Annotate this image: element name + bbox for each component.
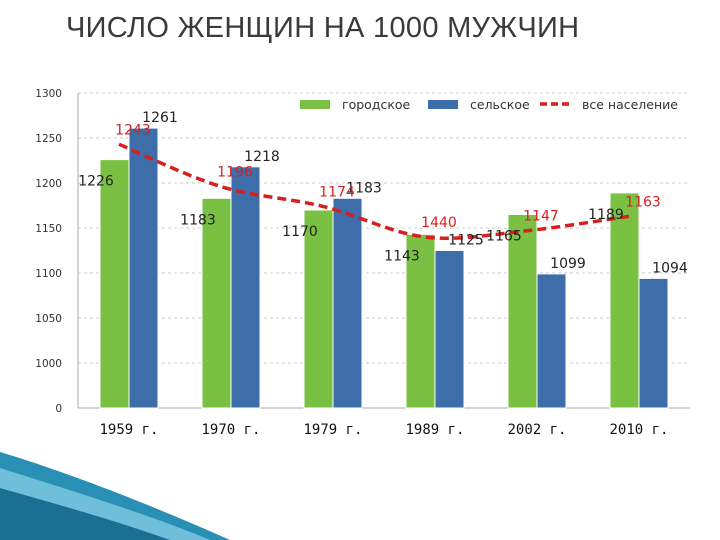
data-label-urban: 1183 xyxy=(180,212,216,228)
data-label-rural: 1183 xyxy=(346,180,382,196)
x-tick-label: 2010 г. xyxy=(609,422,668,438)
grid-lines xyxy=(77,92,690,409)
y-tick-label: 0 xyxy=(55,403,62,415)
legend-swatch xyxy=(428,100,458,109)
data-label-rural: 1218 xyxy=(244,149,280,165)
y-tick-label: 1000 xyxy=(35,358,62,370)
y-tick-label: 1100 xyxy=(35,268,62,280)
bar-urban xyxy=(507,214,538,409)
data-label-urban: 1189 xyxy=(588,207,624,223)
bar-rural xyxy=(128,127,159,409)
bar-rural xyxy=(332,197,363,409)
bars xyxy=(99,127,669,409)
legend-label: все население xyxy=(582,97,678,112)
data-label-total: 1147 xyxy=(523,209,559,225)
x-tick-label: 1979 г. xyxy=(303,422,362,438)
bar-urban xyxy=(201,197,232,409)
corner-decoration xyxy=(0,452,230,540)
legend: городское сельское все население xyxy=(300,97,678,112)
y-tick-label: 1050 xyxy=(35,313,62,325)
y-axis: 0 1000 1050 1100 1150 1200 1250 1300 xyxy=(35,88,62,415)
legend-label: городское xyxy=(342,97,411,112)
line-total xyxy=(118,142,630,240)
x-axis: 1959 г. 1970 г. 1979 г. 1989 г. 2002 г. 2010 … xyxy=(99,422,668,438)
data-label-total: 1196 xyxy=(217,165,253,181)
data-label-rural: 1125 xyxy=(448,233,484,249)
data-label-total: 1163 xyxy=(625,194,661,210)
y-tick-label: 1150 xyxy=(35,223,62,235)
data-label-total: 1174 xyxy=(319,184,355,200)
x-tick-label: 2002 г. xyxy=(507,422,566,438)
y-tick-label: 1200 xyxy=(35,178,62,190)
data-label-urban: 1165 xyxy=(486,229,522,245)
data-labels: 1226 1261 1183 1218 1170 1183 1143 1125 1165 1099… xyxy=(78,110,688,276)
y-tick-label: 1300 xyxy=(35,88,62,100)
legend-label: сельское xyxy=(470,97,530,112)
total-line xyxy=(118,142,630,240)
bar-urban xyxy=(303,209,334,409)
bar-urban xyxy=(405,233,436,409)
data-label-urban: 1170 xyxy=(282,224,318,240)
chart-title: ЧИСЛО ЖЕНЩИН НА 1000 МУЖЧИН xyxy=(66,12,580,44)
data-label-total: 1243 xyxy=(115,122,151,138)
data-label-urban: 1143 xyxy=(384,248,420,264)
data-label-urban: 1226 xyxy=(78,174,114,190)
data-label-rural: 1261 xyxy=(142,110,178,126)
bar-rural xyxy=(230,166,261,409)
bar-urban xyxy=(609,192,640,409)
bar-urban xyxy=(99,159,130,409)
x-tick-label: 1970 г. xyxy=(201,422,260,438)
y-tick-label: 1250 xyxy=(35,133,62,145)
data-label-rural: 1094 xyxy=(652,260,688,276)
bar-rural xyxy=(638,277,669,409)
data-label-total: 1440 xyxy=(421,215,457,231)
decor-swoosh-deep xyxy=(0,488,170,540)
data-label-rural: 1099 xyxy=(550,256,586,272)
x-tick-label: 1989 г. xyxy=(405,422,464,438)
bar-rural xyxy=(536,273,567,409)
bar-rural xyxy=(434,250,465,409)
x-tick-label: 1959 г. xyxy=(99,422,158,438)
legend-swatch xyxy=(300,100,330,109)
